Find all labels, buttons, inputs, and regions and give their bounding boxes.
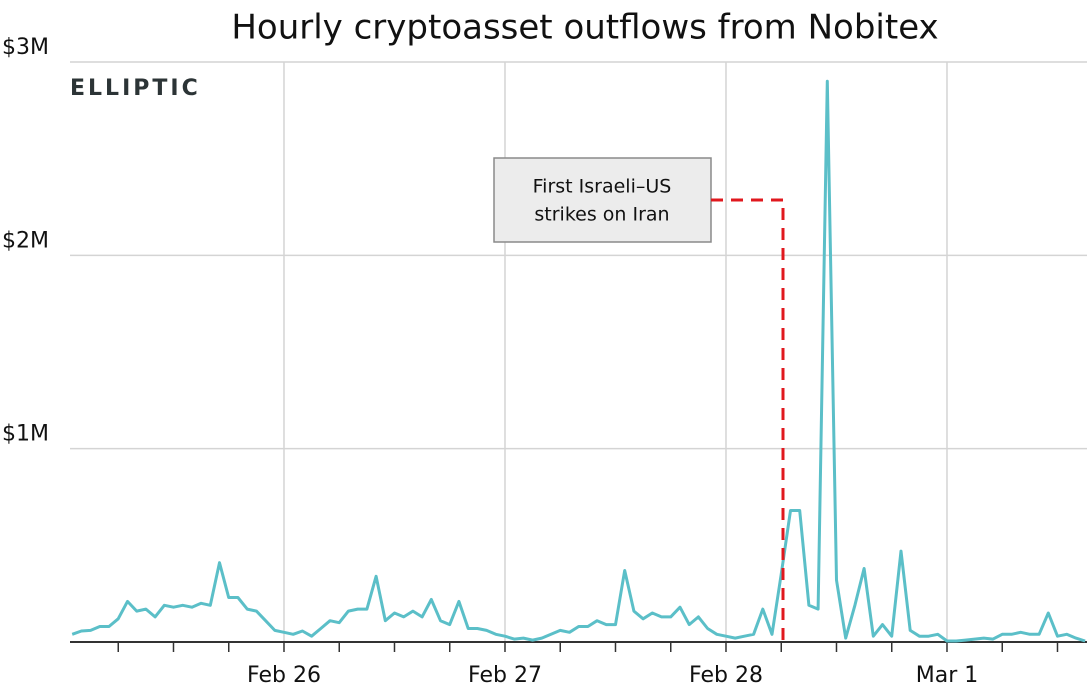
annotation-text: First Israeli–US bbox=[533, 176, 672, 198]
x-tick-label: Feb 28 bbox=[689, 663, 763, 688]
y-tick-label: $3M bbox=[2, 35, 49, 60]
x-tick-label: Feb 27 bbox=[468, 663, 542, 688]
data-line bbox=[71, 79, 1086, 643]
logo: ELLIPTIC bbox=[70, 76, 201, 101]
annotation-line bbox=[711, 198, 785, 642]
x-tick-label: Mar 1 bbox=[916, 663, 979, 688]
chart-title: Hourly cryptoasset outflows from Nobitex bbox=[231, 8, 938, 48]
y-tick-label: $1M bbox=[2, 422, 49, 447]
y-tick-label: $2M bbox=[2, 228, 49, 253]
x-tick-label: Feb 26 bbox=[247, 663, 321, 688]
plot-area: $1M $2M $3M Feb 26 Feb 27 Feb 28 Mar 1 bbox=[2, 35, 1087, 688]
annotation-box bbox=[493, 157, 712, 243]
annotation-text: strikes on Iran bbox=[534, 204, 669, 226]
